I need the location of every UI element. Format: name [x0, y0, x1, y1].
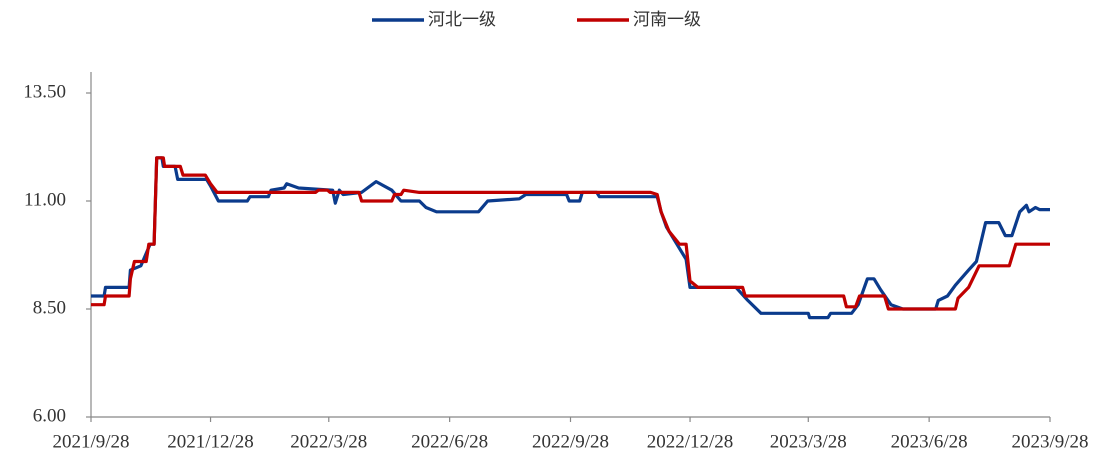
y-tick-label: 6.00 [33, 405, 66, 426]
y-tick-label: 13.50 [23, 81, 66, 102]
legend-label: 河南一级 [633, 10, 701, 30]
x-tick-label: 2022/9/28 [532, 431, 609, 452]
x-tick-label: 2022/6/28 [411, 431, 488, 452]
x-tick-label: 2022/3/28 [290, 431, 367, 452]
line-series [91, 156, 1050, 311]
x-tick-label: 2023/9/28 [1011, 431, 1088, 452]
y-tick-label: 11.00 [24, 189, 66, 210]
line-series [91, 156, 1050, 320]
x-tick-label: 2022/12/28 [647, 431, 734, 452]
y-tick-label: 8.50 [33, 297, 66, 318]
x-tick-label: 2021/9/28 [52, 431, 129, 452]
x-tick-label: 2023/6/28 [891, 431, 968, 452]
x-tick-label: 2023/3/28 [770, 431, 847, 452]
x-tick-label: 2021/12/28 [167, 431, 254, 452]
legend-label: 河北一级 [428, 10, 496, 30]
